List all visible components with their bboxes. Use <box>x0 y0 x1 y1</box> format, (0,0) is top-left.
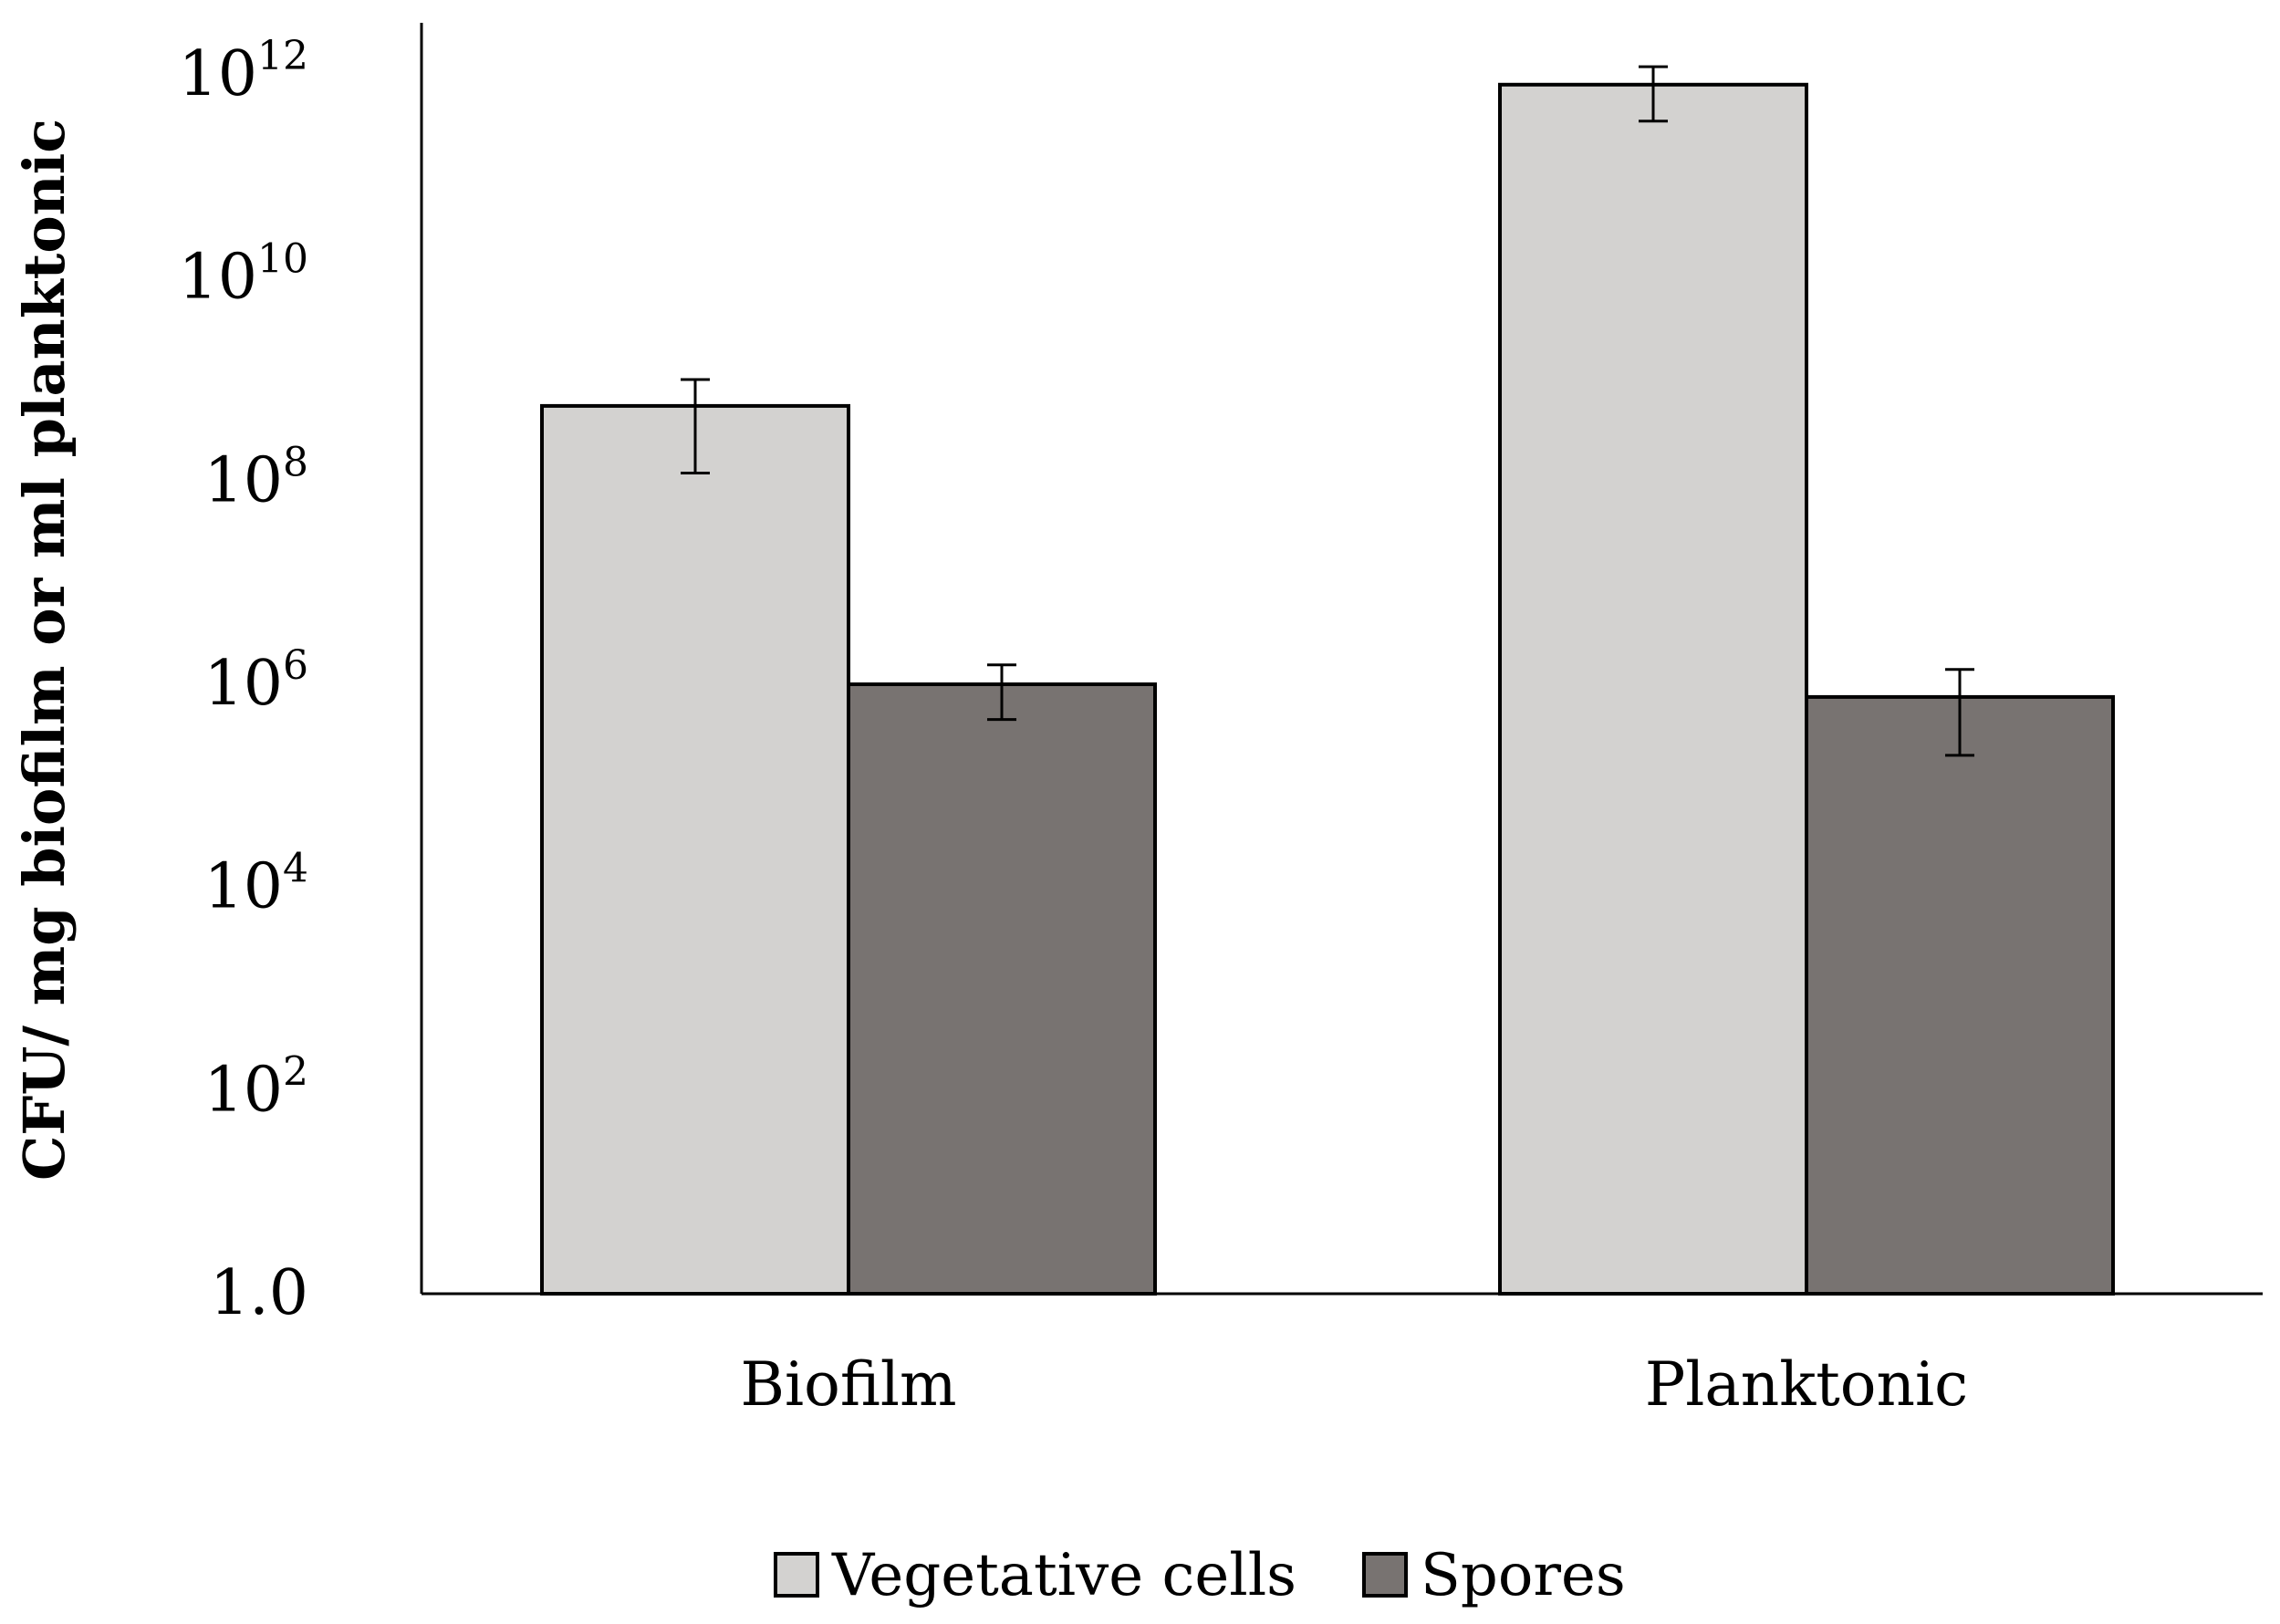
axes-layer <box>420 23 2263 1296</box>
legend-item-spores: Spores <box>1362 1542 1626 1609</box>
x-category-labels: Biofilm Planktonic <box>740 1349 1968 1420</box>
legend-swatch <box>1362 1552 1408 1598</box>
error-bars-layer <box>681 65 1974 757</box>
error-bar-vegetative-cells-planktonic <box>1639 65 1668 123</box>
y-tick-label: 1010 <box>178 236 308 314</box>
error-bar-vegetative-cells-biofilm <box>681 378 710 475</box>
category-label-biofilm: Biofilm <box>740 1349 956 1420</box>
bars-layer <box>540 82 2115 1296</box>
y-tick-label: 1012 <box>178 33 308 110</box>
bar-spores-biofilm <box>847 682 1157 1296</box>
error-bar-spores-biofilm <box>987 663 1016 722</box>
bar-spores-planktonic <box>1805 694 2115 1296</box>
y-tick-label: 106 <box>203 642 308 720</box>
y-axis-title: CFU/ mg biofilm or ml planktonic <box>11 119 78 1181</box>
legend-label: Vegetative cells <box>831 1542 1296 1609</box>
error-bar-spores-planktonic <box>1945 668 1974 757</box>
y-tick-label: 104 <box>203 846 308 923</box>
bar-vegetative-cells-biofilm <box>540 403 850 1296</box>
y-tick-label: 108 <box>203 439 308 516</box>
bar-vegetative-cells-planktonic <box>1498 82 1808 1296</box>
y-tick-labels: 1.0 102 104 106 108 1010 1012 <box>178 33 308 1329</box>
y-tick-label: 1.0 <box>210 1257 308 1329</box>
legend-label: Spores <box>1421 1542 1626 1609</box>
legend: Vegetative cells Spores <box>774 1542 1626 1609</box>
legend-item-vegetative-cells: Vegetative cells <box>774 1542 1296 1609</box>
y-tick-label: 102 <box>203 1048 308 1126</box>
category-label-planktonic: Planktonic <box>1645 1349 1968 1420</box>
legend-swatch <box>774 1552 819 1598</box>
